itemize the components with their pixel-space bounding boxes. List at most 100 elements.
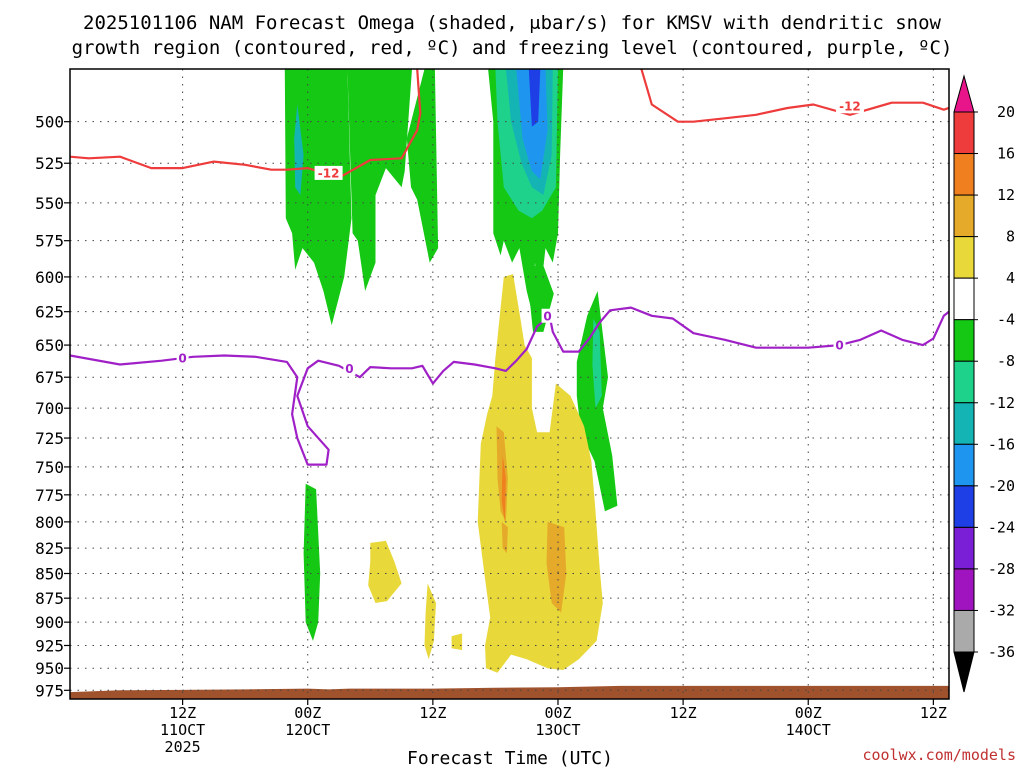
dendritic-growth-minus12-line-1 (640, 69, 949, 123)
x-tick-label: 00Z (294, 704, 321, 722)
x-tick-label: 12Z (419, 704, 446, 722)
y-tick-label: 500 (35, 113, 64, 132)
omega-region-minus12-3 (294, 104, 304, 196)
y-tick-label: 800 (35, 513, 64, 532)
chart-title-line-2: growth region (contoured, red, ºC) and f… (72, 37, 953, 59)
contour-lines (70, 69, 949, 466)
y-tick-label: 525 (35, 154, 64, 173)
omega-region-4-18 (564, 408, 571, 435)
omega-region-8-21 (546, 521, 567, 613)
colorbar-label: 8 (1006, 228, 1015, 246)
y-tick-label: 900 (35, 613, 64, 632)
omega-region-12-22 (501, 455, 506, 522)
colorbar-label: -12 (988, 394, 1015, 412)
y-tick-label: 975 (35, 681, 64, 700)
x-tick-label: 00Z (795, 704, 822, 722)
colorbar-label: -32 (988, 601, 1015, 619)
colorbar-swatch (953, 526, 975, 570)
y-tick-label: 775 (35, 486, 64, 505)
y-tick-label: 850 (35, 564, 64, 583)
freezing-level-0-line-0 (70, 306, 949, 466)
omega-region-8-20 (501, 521, 508, 554)
colorbar-swatch (953, 443, 975, 487)
omega-region-4-16 (451, 633, 463, 651)
x-tick-label: 2025 (165, 738, 201, 756)
omega-region-4-14 (368, 540, 402, 603)
y-tick-label: 550 (35, 194, 64, 213)
x-axis-title: Forecast Time (UTC) (407, 748, 613, 768)
x-tick-label: 12OCT (285, 721, 330, 739)
y-tick-label: 600 (35, 268, 64, 287)
colorbar-swatch (953, 609, 975, 653)
freezing-level-0-label-bg (176, 351, 189, 366)
y-tick-label: 925 (35, 636, 64, 655)
colorbar-swatch (953, 319, 975, 362)
omega-region-4-17 (520, 364, 527, 396)
omega-region-minus8-2 (406, 69, 439, 263)
y-tick-label: 725 (35, 429, 64, 448)
colorbar-label: 4 (1006, 269, 1015, 287)
colorbar-label: -4 (997, 311, 1015, 329)
x-tick-label: 12Z (670, 704, 697, 722)
freezing-level-0-label-bg (343, 361, 356, 376)
colorbar-bottom-arrow (953, 651, 975, 693)
y-tick-label: 575 (35, 232, 64, 251)
colorbar: 20 16 12 8 4 -4 -8 -12 -16 -20 -24 -28 -32 -36 (953, 74, 1015, 693)
colorbar-label: -28 (988, 560, 1015, 578)
colorbar-label: 12 (997, 186, 1015, 204)
omega-shading (284, 69, 618, 673)
omega-region-minus24-8 (528, 69, 541, 127)
colorbar-swatch (953, 194, 975, 238)
pressure-axis: 500 525 550 575 600 625 650 675 700 725 750 775 800 8… (35, 113, 70, 700)
x-tick-label: 12Z (920, 704, 947, 722)
freezing-level-0-label: 0 (835, 339, 843, 353)
x-tick-label: 12Z (169, 704, 196, 722)
colorbar-swatch (953, 402, 975, 445)
plot-frame (69, 68, 950, 700)
y-tick-label: 650 (35, 336, 64, 355)
colorbar-top-arrow (953, 74, 975, 113)
colorbar-label: -24 (988, 518, 1015, 536)
y-tick-label: 700 (35, 399, 64, 418)
freezing-level-0-label: 0 (178, 352, 186, 366)
dendritic-growth-minus12-line-0 (70, 69, 422, 179)
dendritic-growth-minus12-label: -12 (839, 100, 861, 114)
dendritic-growth-minus12-label: -12 (318, 166, 340, 180)
x-tick-label: 14OCT (786, 721, 831, 739)
freezing-level-0-label: 0 (345, 362, 353, 376)
y-tick-label: 675 (35, 368, 64, 387)
colorbar-label: -16 (988, 435, 1015, 453)
contour-labels: -12 -12 0 0 0 0 (176, 99, 864, 376)
colorbar-swatch (953, 277, 975, 321)
omega-region-minus8-1 (333, 69, 412, 291)
dendritic-growth-minus12-label-bg (835, 99, 864, 114)
colorbar-swatch (953, 360, 975, 404)
omega-region-minus12-10 (592, 318, 602, 409)
freezing-level-0-label-bg (833, 338, 846, 353)
x-tick-label: 11OCT (160, 721, 205, 739)
y-tick-label: 875 (35, 589, 64, 608)
colorbar-label: -36 (988, 643, 1015, 661)
omega-region-minus8-0 (284, 69, 352, 326)
x-tick-label: 13OCT (535, 721, 580, 739)
y-tick-label: 950 (35, 659, 64, 678)
freezing-level-0-label: 0 (543, 309, 551, 323)
y-tick-label: 625 (35, 303, 64, 322)
colorbar-swatch (953, 568, 975, 611)
chart-title-line-1: 2025101106 NAM Forecast Omega (shaded, μ… (83, 12, 941, 34)
dendritic-growth-minus12-label-bg (314, 165, 343, 180)
x-tick-label: 00Z (544, 704, 571, 722)
colorbar-label: 16 (997, 145, 1015, 163)
ground-layer (70, 685, 949, 699)
omega-region-4-13 (477, 274, 603, 673)
y-tick-label: 825 (35, 539, 64, 558)
colorbar-swatch (953, 236, 975, 279)
y-tick-label: 750 (35, 458, 64, 477)
credit-text: coolwx.com/models (862, 746, 1016, 764)
colorbar-label: 20 (997, 103, 1015, 121)
colorbar-swatch (953, 153, 975, 196)
colorbar-swatch (953, 485, 975, 528)
colorbar-label: -20 (988, 477, 1015, 495)
